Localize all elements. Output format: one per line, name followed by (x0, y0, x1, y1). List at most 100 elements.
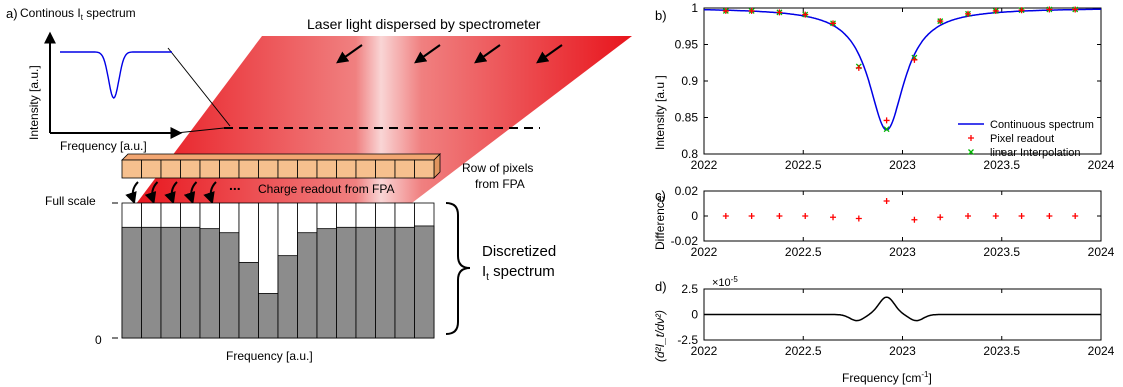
panel-c-x-tick-label: 2024 (1088, 245, 1115, 259)
panel-d-x-tick-label: 2022 (691, 344, 718, 358)
point-pixel-readout (911, 56, 918, 63)
legend-label: Continuous spectrum (990, 119, 1094, 131)
inset-title: Continous It spectrum (20, 6, 136, 22)
panel-label-b: b) (655, 8, 667, 23)
pixel-row (121, 153, 441, 179)
brace (445, 202, 471, 335)
panel-d-plot-area (704, 296, 1101, 322)
point-difference (992, 213, 999, 219)
readout-arrow-4 (183, 181, 198, 205)
point-pixel-readout (776, 9, 783, 16)
panel-c-y-tick-label: 0 (691, 209, 698, 223)
pixel-16 (414, 159, 435, 179)
bar-8 (258, 293, 279, 339)
point-difference (776, 213, 783, 219)
pixel-row-label-1: Row of pixels (462, 161, 533, 175)
point-pixel-readout (748, 7, 755, 14)
legend-swatch-x (968, 149, 974, 155)
panel-label-a: a) (6, 6, 18, 21)
pixel-15 (394, 159, 415, 179)
bar-10 (297, 232, 318, 339)
point-pixel-readout (722, 7, 729, 14)
pixel-7 (238, 159, 259, 179)
bar-5 (199, 228, 220, 339)
bar-13 (355, 226, 376, 339)
panel-label-c: c) (655, 188, 666, 203)
panel-c-x-tick-label: 2023.5 (983, 245, 1020, 259)
point-difference (1072, 213, 1079, 219)
panel-c-plot-area (722, 198, 1079, 223)
pixel-3 (160, 159, 181, 179)
pixel-row-top (121, 153, 441, 161)
bar-ymin-label: 0 (95, 333, 102, 347)
bar-xlabel: Frequency [a.u.] (226, 349, 313, 363)
point-difference (722, 213, 729, 219)
series-continuous-spectrum (704, 8, 1101, 131)
bar-3 (160, 226, 181, 339)
laser-beam-label: Laser light dispersed by spectrometer (307, 16, 541, 32)
panel-b: b) Intensity [a.u ] 2022 2022.5 2023 2023.5… (653, 1, 1115, 172)
panel-d-x-tick-label: 2023 (889, 344, 916, 358)
bar-6 (219, 232, 240, 339)
panel-c: c) Difference 2022 2022.5 2023 2023.5 2024 -0… (653, 184, 1115, 259)
panel-b-x-tick-label: 2023.5 (983, 158, 1020, 172)
panel-d-ylabel: (d²I_t/dν²) (653, 310, 667, 362)
panel-b-x-tick-label: 2022.5 (785, 158, 822, 172)
panel-b-y-tick-label: 0.9 (681, 74, 698, 88)
readout-arrow-1 (125, 181, 139, 205)
inset-spectrum-curve (60, 51, 172, 99)
panel-b-y-tick-label: 0.85 (675, 111, 699, 125)
pixel-row-label-2: from FPA (475, 177, 525, 191)
point-difference (937, 214, 944, 221)
point-difference (965, 213, 972, 219)
inset-xlabel: Frequency [a.u.] (60, 139, 147, 153)
pixel-5 (199, 159, 220, 179)
panel-b-y-tick-label: 0.95 (675, 38, 699, 52)
panel-d-x-tick-label: 2022.5 (785, 344, 822, 358)
panel-d-xlabel: Frequency [cm-1] (842, 370, 932, 385)
panel-c-x-tick-label: 2022 (691, 245, 718, 259)
point-pixel-readout (1018, 7, 1025, 14)
legend-label: Pixel readout (990, 133, 1054, 145)
panel-b-plot-area (704, 6, 1101, 133)
pixel-11 (316, 159, 337, 179)
discretized-bar-chart (112, 202, 435, 339)
point-difference (883, 198, 890, 204)
panel-d-exponent: ×10-5 (712, 275, 738, 289)
panel-c-axes: 2022 2022.5 2023 2023.5 2024 -0.02 0 0.02 (671, 184, 1115, 259)
discretized-label-1: Discretized (482, 243, 556, 260)
point-difference (802, 213, 809, 219)
panel-d-axes: 2022 2022.5 2023 2023.5 2024 -2.5 0 2.5 (677, 282, 1114, 358)
inset-leader-top (167, 47, 231, 127)
readout-ellipsis: ... (229, 177, 241, 193)
point-difference (911, 216, 918, 223)
panel-c-y-tick-label: 0.02 (675, 184, 699, 198)
bar-2 (141, 226, 162, 339)
readout-label: Charge readout from FPA (258, 182, 395, 196)
panel-b-legend: Continuous spectrum Pixel readout linear I… (958, 119, 1094, 159)
legend-swatch-plus (968, 135, 974, 141)
bar-12 (336, 226, 357, 339)
bar-9 (277, 255, 298, 339)
pixel-1 (121, 159, 142, 179)
bar-1 (121, 226, 142, 339)
panel-b-y-tick-label: 0.8 (681, 147, 698, 161)
panel-c-y-tick-label: -0.02 (671, 234, 699, 248)
bar-14 (375, 226, 396, 339)
panel-c-ylabel: Difference (653, 195, 667, 250)
pixel-9 (277, 159, 298, 179)
point-pixel-readout (937, 18, 944, 25)
schematic-panel: a) Laser light dispersed by spectrometer… (6, 6, 632, 363)
point-pixel-readout (1072, 6, 1079, 13)
inset-leader-bottom (175, 127, 225, 134)
panel-d: d) (d²I_t/dν²) ×10-5 2022 2022.5 2023 2023.… (653, 275, 1115, 385)
inset-ylabel: Intensity [a.u.] (27, 65, 41, 140)
point-pixel-readout (802, 11, 809, 18)
bar-4 (180, 226, 201, 339)
pixel-10 (297, 159, 318, 179)
point-difference (1018, 213, 1025, 219)
pixel-14 (375, 159, 396, 179)
bar-16 (414, 225, 435, 339)
readout-arrows (125, 181, 217, 205)
panel-c-frame (703, 190, 1102, 242)
